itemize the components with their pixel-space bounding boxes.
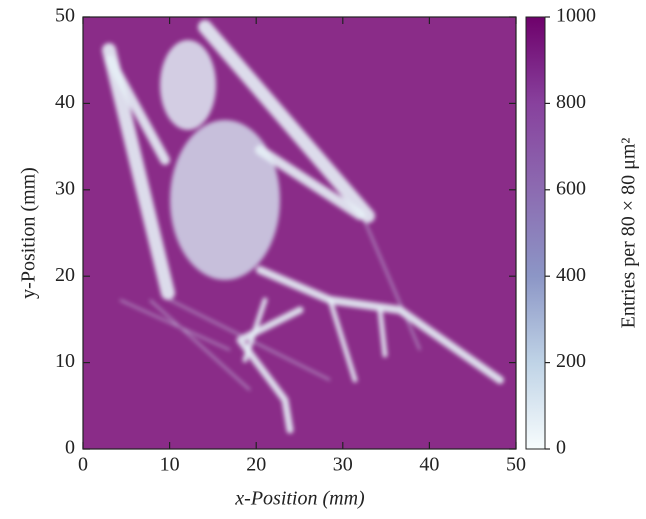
x-tick-label: 20: [246, 454, 266, 476]
plot-frame: [82, 16, 517, 450]
colorbar-tick-label: 600: [556, 177, 586, 199]
colorbar-tick-label: 200: [556, 350, 586, 372]
x-tick-label: 0: [78, 454, 88, 476]
colorbar: [525, 16, 546, 450]
colorbar-tick-label: 0: [556, 437, 566, 459]
colorbar-tick-label: 400: [556, 264, 586, 286]
colorbar-tick-label: 800: [556, 91, 586, 113]
colorbar-tick-label: 1000: [556, 5, 596, 27]
xray-shape: [102, 20, 504, 434]
y-tick-label: 40: [55, 91, 75, 113]
x-tick-label: 10: [160, 454, 180, 476]
y-tick-label: 0: [65, 437, 75, 459]
y-tick-label: 10: [55, 350, 75, 372]
y-tick-label: 20: [55, 264, 75, 286]
x-tick-label: 40: [419, 454, 439, 476]
x-tick-label: 30: [333, 454, 353, 476]
y-tick-label: 30: [55, 177, 75, 199]
x-tick-label: 50: [506, 454, 526, 476]
y-tick-label: 50: [55, 5, 75, 27]
colorbar-label: Entries per 80 × 80 μm²: [618, 138, 640, 329]
x-axis-label: x-Position (mm): [234, 488, 365, 510]
y-axis-label: y-Position (mm): [18, 167, 40, 299]
